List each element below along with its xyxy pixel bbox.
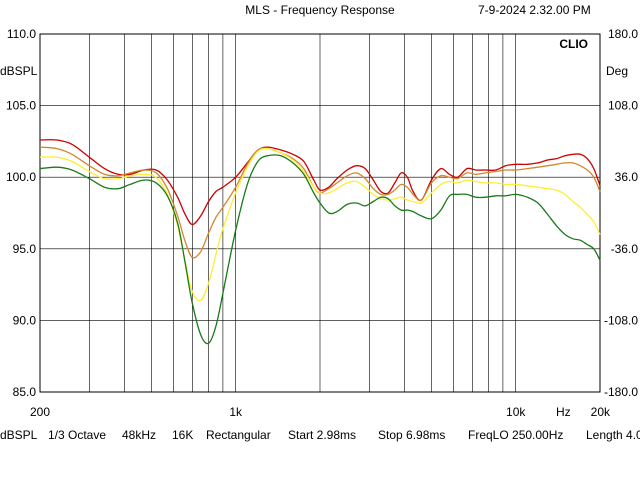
- footer-unit: dBSPL: [0, 428, 38, 442]
- footer-length: Length 4.00ms: [586, 428, 640, 442]
- x-tick-label: 1k: [229, 405, 243, 419]
- x-tick-label: 10k: [506, 405, 526, 419]
- footer-window: Rectangular: [206, 428, 271, 442]
- footer-stop: Stop 6.98ms: [378, 428, 446, 442]
- footer-smoothing: 1/3 Octave: [48, 428, 107, 442]
- series-line-2: [39, 146, 601, 259]
- series-line-3: [39, 147, 601, 302]
- timestamp: 7-9-2024 2.32.00 PM: [478, 3, 591, 17]
- y-tick-label: 100.0: [6, 170, 36, 184]
- footer-start: Start 2.98ms: [288, 428, 357, 442]
- y2-tick-label: 108.0: [608, 99, 638, 113]
- y-tick-label: 90.0: [13, 313, 37, 327]
- x-tick-label: 20k: [591, 405, 611, 419]
- y2-tick-label: -180.0: [604, 385, 638, 399]
- y2-tick-label: 36.0: [615, 170, 639, 184]
- brand-label: CLIO: [559, 37, 588, 51]
- series-line-1: [39, 139, 601, 226]
- x-tick-label: 200: [30, 405, 50, 419]
- y2-tick-label: -108.0: [604, 313, 638, 327]
- x-unit-label: Hz: [556, 405, 571, 419]
- y-tick-label: 95.0: [13, 242, 37, 256]
- grid: [40, 34, 600, 392]
- footer-freq-lo: FreqLO 250.00Hz: [468, 428, 564, 442]
- y-axis-label: dBSPL: [0, 64, 38, 78]
- y2-axis-label: Deg: [606, 64, 628, 78]
- series-group: [39, 139, 601, 345]
- footer-sample-rate: 48kHz: [122, 428, 157, 442]
- y2-tick-label: 180.0: [608, 27, 638, 41]
- series-line-4: [39, 154, 601, 345]
- footer-size: 16K: [172, 428, 194, 442]
- frequency-response-chart[interactable]: 110.0 105.0 100.0 95.0 90.0 85.0 180.0 108.0 36.…: [0, 0, 640, 428]
- y2-tick-label: -36.0: [611, 242, 639, 256]
- chart-title: MLS - Frequency Response: [245, 3, 395, 17]
- y-tick-label: 85.0: [13, 385, 37, 399]
- axis-labels: 110.0 105.0 100.0 95.0 90.0 85.0 180.0 108.0 36.…: [6, 27, 638, 419]
- plot-frame: [39, 33, 601, 393]
- y-tick-label: 105.0: [6, 99, 36, 113]
- y-tick-label: 110.0: [7, 27, 36, 41]
